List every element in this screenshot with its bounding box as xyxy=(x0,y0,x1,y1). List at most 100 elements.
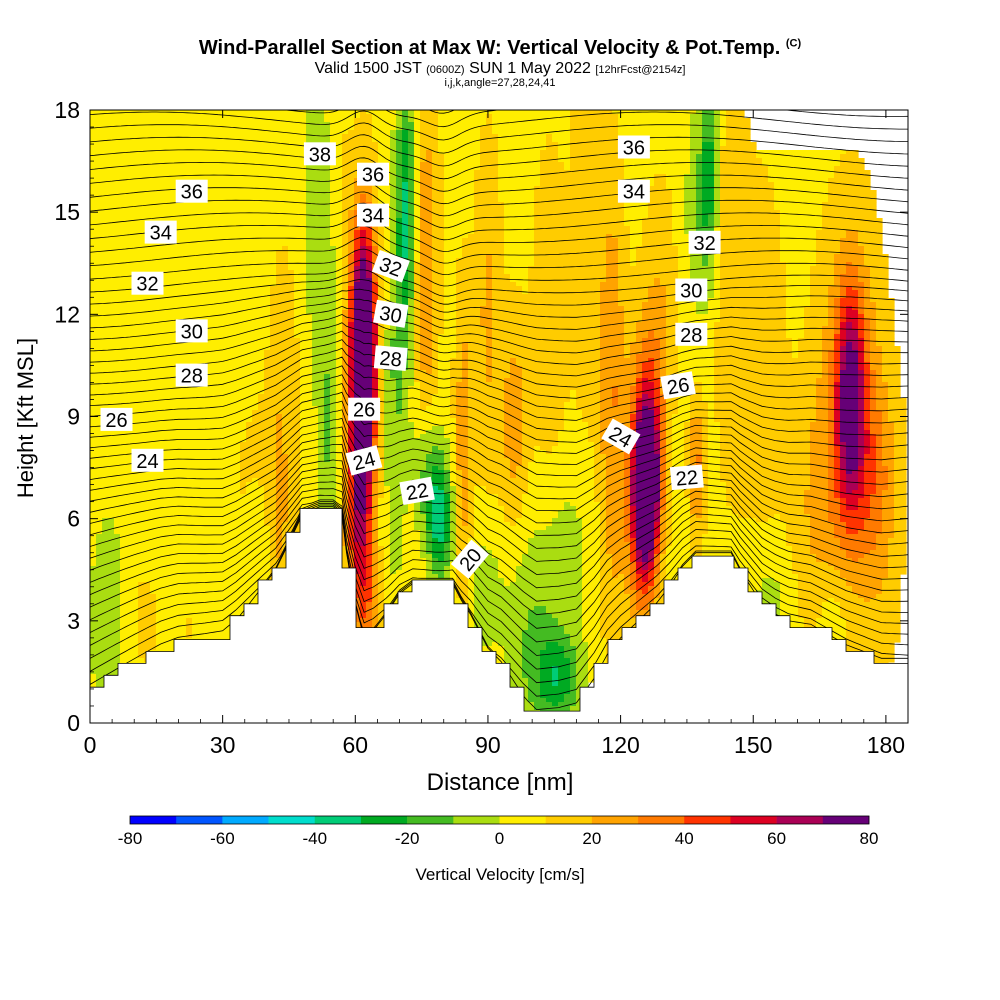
w-cell xyxy=(270,346,301,351)
w-cell xyxy=(714,150,721,155)
w-cell xyxy=(414,350,421,355)
w-cell xyxy=(456,278,487,283)
w-cell xyxy=(390,130,397,135)
w-cell xyxy=(354,526,367,531)
w-cell xyxy=(624,462,631,467)
w-cell xyxy=(846,478,859,483)
w-cell xyxy=(414,230,421,235)
w-cell xyxy=(312,382,325,387)
w-cell xyxy=(336,274,343,279)
w-cell xyxy=(828,458,835,463)
w-cell xyxy=(714,410,817,415)
w-cell xyxy=(372,470,379,475)
w-cell xyxy=(804,330,823,335)
w-cell xyxy=(444,526,451,531)
w-cell xyxy=(90,258,277,263)
w-cell xyxy=(372,282,379,287)
w-cell xyxy=(456,574,469,579)
w-cell xyxy=(456,298,487,303)
w-cell xyxy=(336,478,343,483)
w-cell xyxy=(276,458,289,463)
w-cell xyxy=(408,218,415,223)
w-cell xyxy=(630,394,637,399)
w-cell xyxy=(450,506,457,511)
w-cell xyxy=(876,534,895,539)
w-cell xyxy=(360,274,367,279)
w-cell xyxy=(798,578,847,583)
w-cell xyxy=(636,602,649,607)
w-cell xyxy=(342,190,355,195)
w-cell xyxy=(306,178,331,183)
w-cell xyxy=(336,394,343,399)
w-cell xyxy=(120,630,139,635)
w-cell xyxy=(714,378,817,383)
w-cell xyxy=(348,242,355,247)
w-cell xyxy=(630,562,637,567)
w-cell xyxy=(462,362,469,367)
w-cell xyxy=(414,286,421,291)
w-cell xyxy=(492,350,601,355)
w-cell xyxy=(600,382,637,387)
w-cell xyxy=(708,418,715,423)
w-cell xyxy=(90,522,103,527)
w-cell xyxy=(852,586,883,591)
w-cell xyxy=(858,366,865,371)
w-cell xyxy=(720,206,775,211)
w-cell xyxy=(630,342,643,347)
w-cell xyxy=(834,474,841,479)
w-cell xyxy=(90,562,97,567)
w-cell xyxy=(864,454,877,459)
w-cell xyxy=(378,194,391,199)
w-cell xyxy=(504,386,523,391)
w-cell xyxy=(360,238,367,243)
w-cell xyxy=(564,630,583,635)
w-cell xyxy=(138,638,157,643)
w-cell xyxy=(846,582,883,587)
w-cell xyxy=(876,478,889,483)
w-cell xyxy=(876,386,889,391)
w-cell xyxy=(648,210,673,215)
w-cell xyxy=(828,390,835,395)
w-cell xyxy=(846,522,865,527)
w-cell xyxy=(462,378,469,383)
w-cell xyxy=(456,466,469,471)
w-cell xyxy=(336,302,343,307)
w-cell xyxy=(600,366,637,371)
w-cell xyxy=(90,154,307,159)
w-cell xyxy=(372,510,379,515)
w-cell xyxy=(636,534,655,539)
w-cell xyxy=(96,542,121,547)
w-cell xyxy=(378,286,385,291)
w-cell xyxy=(774,190,829,195)
w-cell xyxy=(846,450,859,455)
w-cell xyxy=(354,382,373,387)
w-cell xyxy=(378,150,391,155)
w-cell xyxy=(336,278,343,283)
w-cell xyxy=(672,238,691,243)
w-cell xyxy=(780,602,799,607)
w-cell xyxy=(468,422,505,427)
w-cell xyxy=(444,230,475,235)
w-cell xyxy=(828,562,889,567)
w-cell xyxy=(432,214,445,219)
w-cell xyxy=(324,442,331,447)
w-cell xyxy=(828,298,835,303)
w-cell xyxy=(768,178,829,183)
w-cell xyxy=(708,438,721,443)
w-cell xyxy=(852,322,859,327)
w-cell xyxy=(834,354,841,359)
w-cell xyxy=(462,366,469,371)
w-cell xyxy=(828,198,877,203)
w-cell xyxy=(798,574,841,579)
w-cell xyxy=(642,226,673,231)
w-cell xyxy=(342,422,349,427)
w-cell xyxy=(588,430,601,435)
w-cell xyxy=(582,638,607,643)
w-cell xyxy=(516,470,529,475)
w-cell xyxy=(492,302,601,307)
w-cell xyxy=(300,434,319,439)
w-cell xyxy=(528,486,595,491)
w-cell xyxy=(294,278,307,283)
w-cell xyxy=(264,506,277,511)
w-cell xyxy=(666,362,679,367)
